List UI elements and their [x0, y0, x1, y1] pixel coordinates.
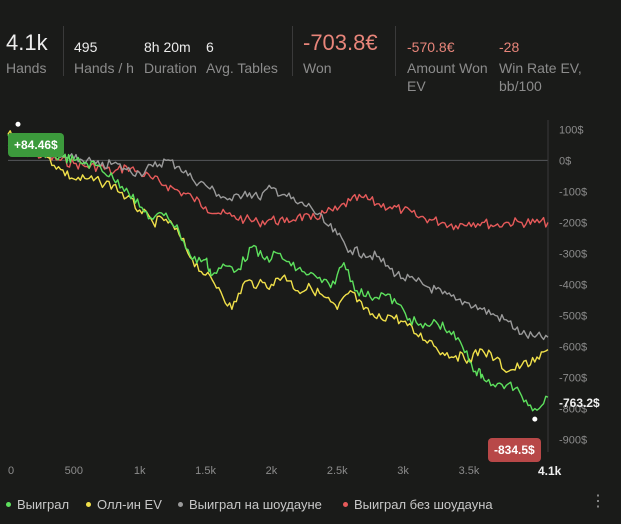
legend-label: Олл-ин EV [97, 497, 162, 512]
y-tick-label: -800$ [559, 404, 587, 416]
y-tick-label: -200$ [559, 217, 587, 229]
stat-hands-per-hour-value: 495 [74, 39, 98, 55]
x-tick-label: 3.5k [459, 465, 480, 477]
x-tick-label: 3k [397, 465, 409, 477]
legend-dot [6, 502, 11, 508]
min-point-marker [532, 416, 538, 422]
vertical-ellipsis-icon[interactable]: ⋮ [590, 493, 606, 510]
stat-amount-won-ev-value: -570.8€ [407, 39, 455, 55]
legend-label: Выиграл без шоудауна [354, 497, 493, 512]
stat-duration: 8h 20m Duration [144, 38, 197, 77]
y-tick-label: -600$ [559, 342, 587, 354]
stat-duration-label: Duration [144, 60, 197, 76]
stat-won-value: -703.8€ [303, 30, 378, 55]
y-tick-label: -700$ [559, 373, 587, 385]
stat-win-rate-ev-label: Win Rate EV, bb/100 [499, 59, 582, 95]
y-tick-label: 0$ [559, 155, 571, 167]
end-value-label: -763.2$ [559, 396, 600, 410]
stat-amount-won-ev-label: Amount Won EV [407, 59, 488, 95]
stats-divider [292, 26, 293, 76]
stat-win-rate-ev-label-line2: bb/100 [499, 78, 542, 94]
stat-avg-tables-label: Avg. Tables [206, 60, 278, 76]
x-tick-label: 2k [266, 465, 278, 477]
end-hands-label: 4.1k [538, 464, 562, 478]
start-value-badge: +84.46$ [8, 133, 64, 157]
series-line-won [7, 134, 549, 412]
stat-won-label: Won [303, 60, 332, 76]
min-value-badge: -834.5$ [488, 438, 541, 462]
stat-avg-tables-value: 6 [206, 39, 214, 55]
legend-label: Выиграл на шоудауне [189, 497, 322, 512]
legend-item-non-showdown[interactable]: Выиграл без шоудауна [343, 497, 493, 512]
start-point-marker [15, 121, 21, 127]
stat-won: -703.8€ Won [303, 30, 378, 77]
stat-win-rate-ev: -28 Win Rate EV, bb/100 [499, 38, 582, 95]
legend-dot [343, 502, 348, 508]
x-tick-label: 2.5k [327, 465, 348, 477]
stats-bar: 4.1k Hands 495 Hands / h 8h 20m Duration… [0, 0, 621, 110]
x-tick-label: 0 [8, 465, 14, 477]
stat-amount-won-ev-label-line2: EV [407, 78, 426, 94]
stats-divider [395, 26, 396, 76]
stat-win-rate-ev-value: -28 [499, 39, 520, 55]
x-tick-label: 1k [134, 465, 146, 477]
x-tick-label: 500 [65, 465, 83, 477]
profit-graph[interactable]: 100$ 0$ -100$ -200$ -300$ -400$ -500$ -600$ -700… [0, 110, 621, 490]
stat-hands-per-hour-label: Hands / h [74, 60, 134, 76]
y-tick-label: -100$ [559, 186, 587, 198]
chart-legend: Выиграл Олл-ин EV Выиграл на шоудауне Вы… [0, 494, 621, 516]
legend-label: Выиграл [17, 497, 70, 512]
legend-dot [86, 502, 91, 508]
stat-hands-label: Hands [6, 60, 47, 76]
stat-amount-won-ev-label-line1: Amount Won [407, 60, 488, 76]
legend-item-allin-ev[interactable]: Олл-ин EV [86, 497, 162, 512]
legend-dot [178, 502, 183, 508]
y-tick-label: -500$ [559, 310, 587, 322]
y-tick-label: -300$ [559, 248, 587, 260]
stat-hands-per-hour: 495 Hands / h [74, 38, 134, 77]
series-line-showdown [7, 140, 549, 341]
y-tick-label: -900$ [559, 435, 587, 447]
y-tick-label: -400$ [559, 279, 587, 291]
stat-hands-value: 4.1k [6, 30, 48, 55]
stat-hands: 4.1k Hands [6, 30, 48, 77]
stat-win-rate-ev-label-line1: Win Rate EV, [499, 60, 582, 76]
y-tick-label: 100$ [559, 124, 583, 136]
x-tick-label: 1.5k [195, 465, 216, 477]
stat-duration-value: 8h 20m [144, 39, 191, 55]
legend-item-won[interactable]: Выиграл [6, 497, 69, 512]
legend-item-showdown[interactable]: Выиграл на шоудауне [178, 497, 322, 512]
stats-divider [63, 26, 64, 76]
stat-amount-won-ev: -570.8€ Amount Won EV [407, 38, 488, 95]
stat-avg-tables: 6 Avg. Tables [206, 38, 278, 77]
series-line-allin-ev [7, 130, 549, 373]
